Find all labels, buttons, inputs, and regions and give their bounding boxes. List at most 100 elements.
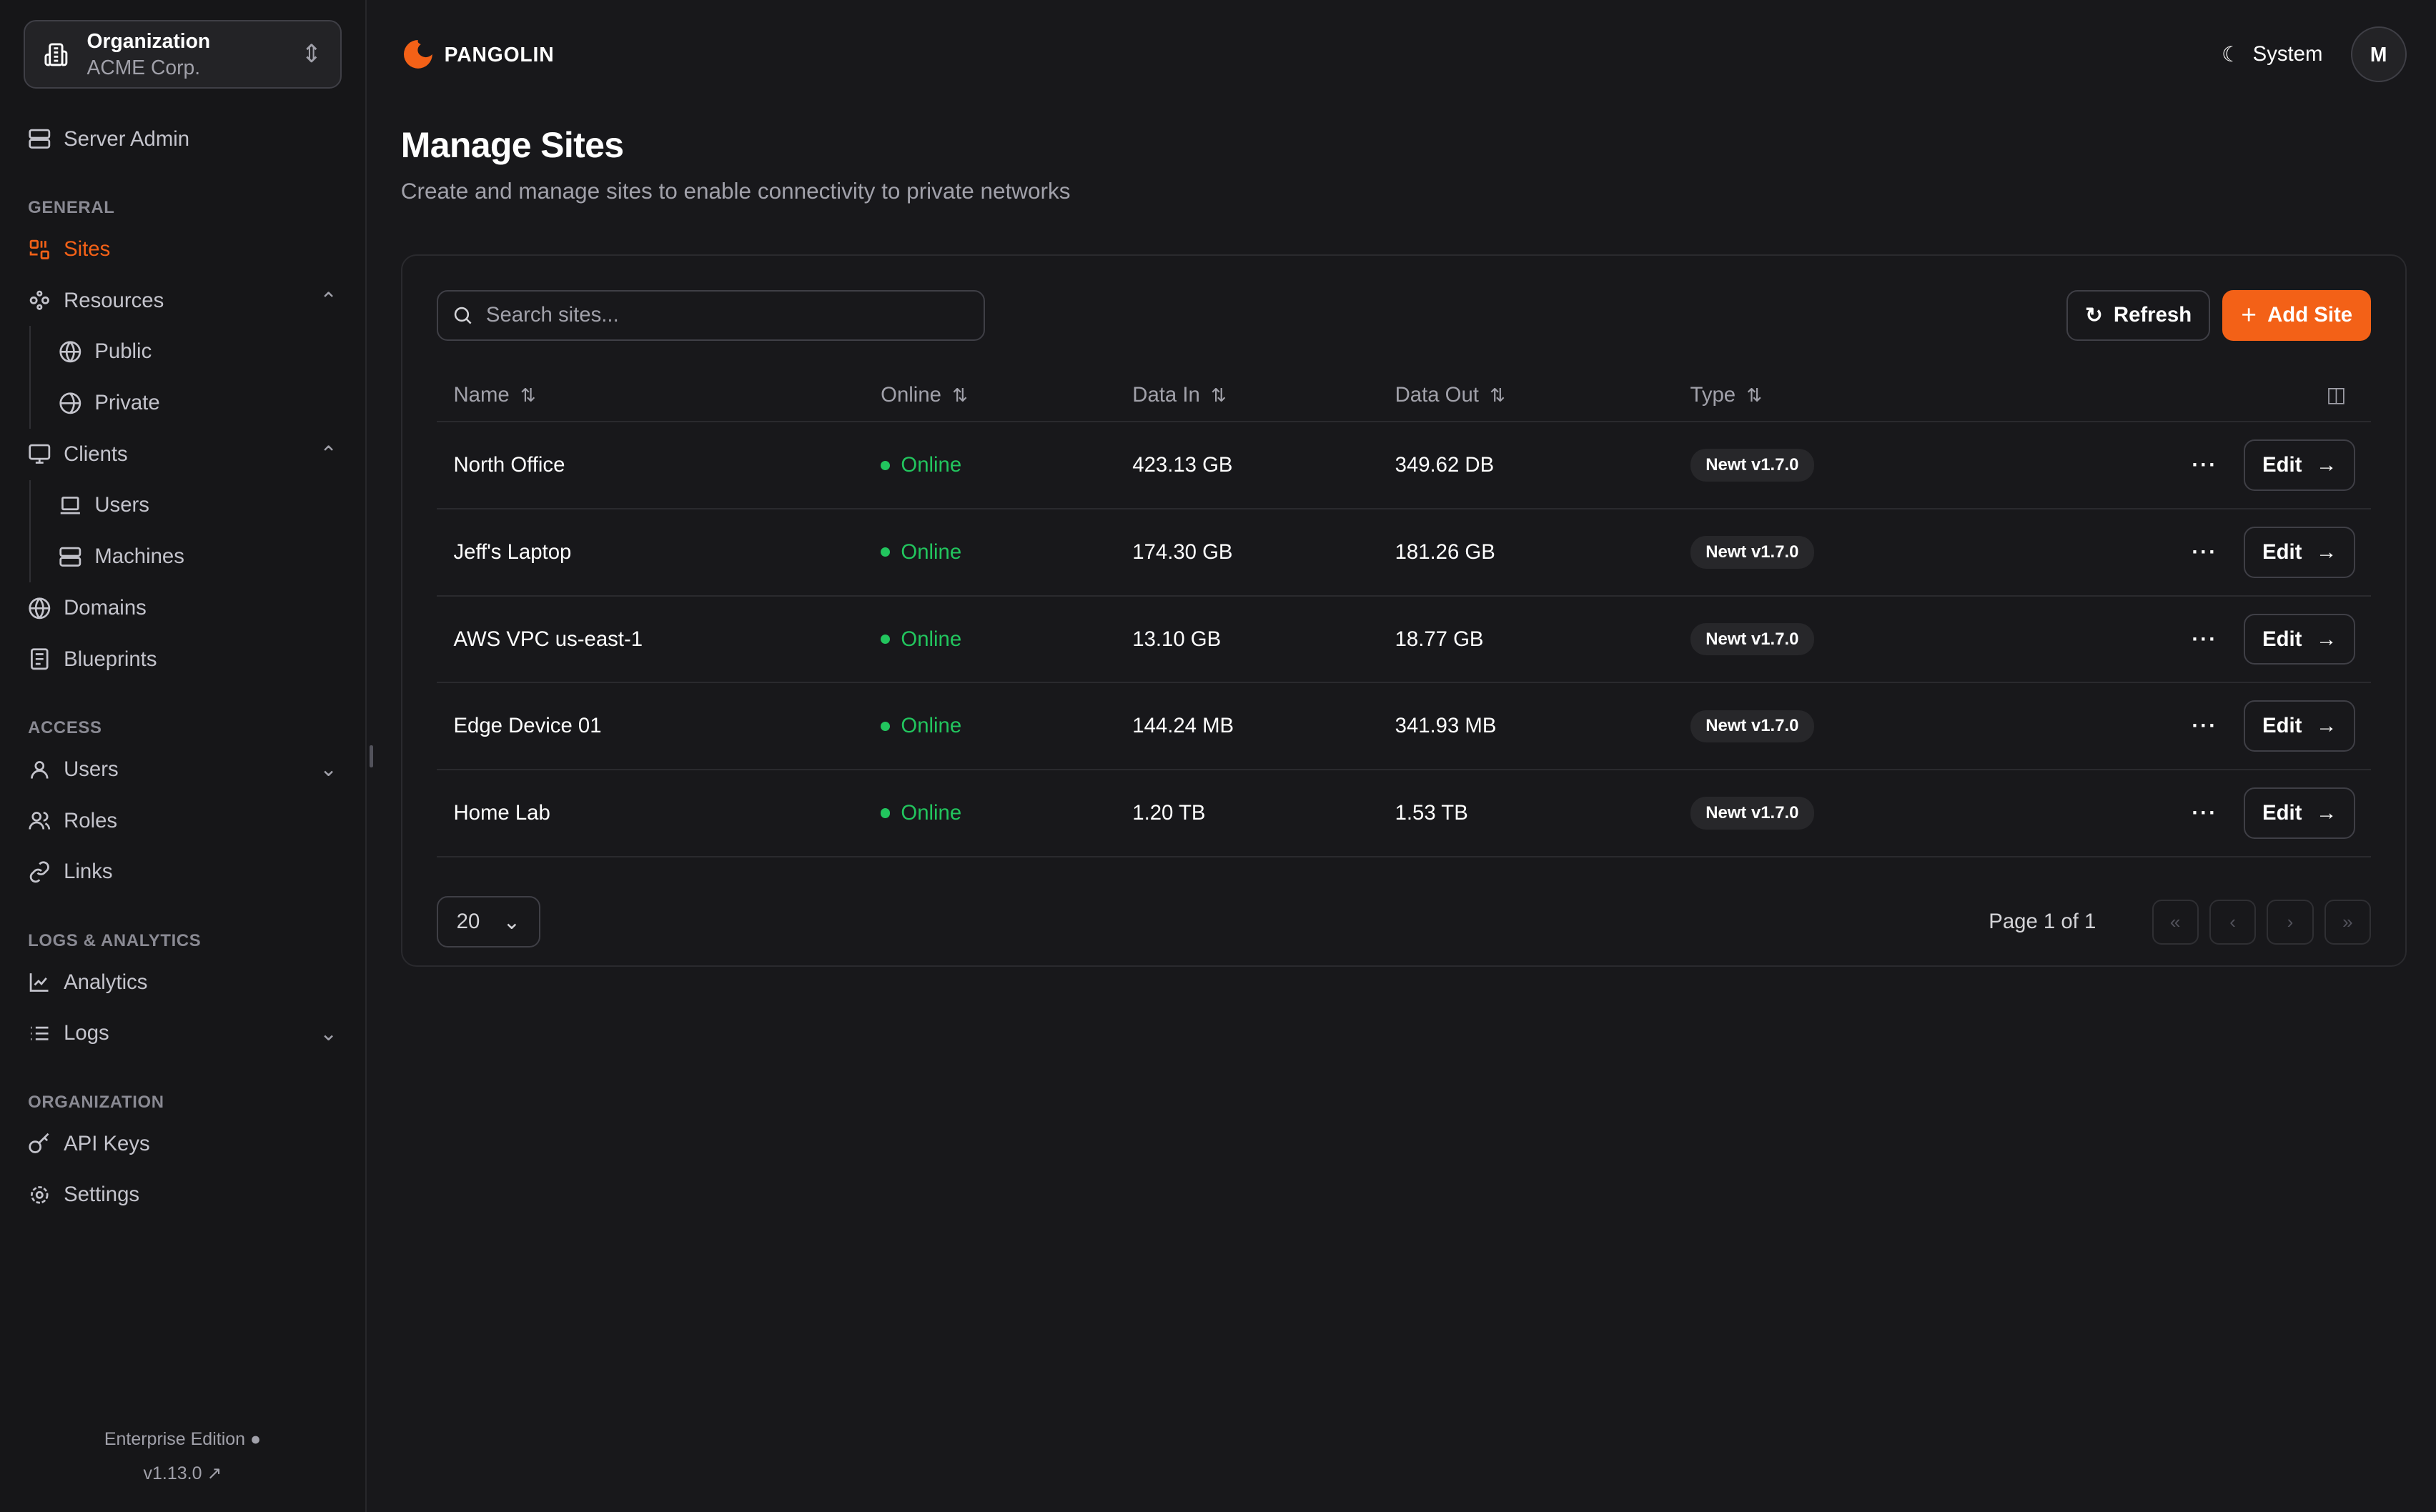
- sidebar-item-links[interactable]: Links: [28, 846, 337, 897]
- label: API Keys: [64, 1131, 150, 1155]
- more-actions-button[interactable]: ···: [2192, 627, 2218, 651]
- org-name: ACME Corp.: [86, 56, 201, 79]
- more-actions-button[interactable]: ···: [2192, 453, 2218, 477]
- column-header-type[interactable]: Type ⇅: [1673, 369, 1966, 423]
- building-icon: [44, 43, 67, 66]
- brand-name: PANGOLIN: [444, 42, 555, 66]
- add-site-button[interactable]: + Add Site: [2222, 289, 2371, 342]
- edit-label: Edit: [2262, 539, 2302, 564]
- sidebar-item-client-users[interactable]: Users: [59, 480, 337, 532]
- type-cell: Newt v1.7.0: [1673, 422, 1966, 510]
- actions-cell: ··· Edit →: [1965, 770, 2371, 857]
- chevrons-up-down-icon: ⇕: [301, 41, 322, 69]
- edit-button[interactable]: Edit →: [2244, 787, 2356, 839]
- more-actions-button[interactable]: ···: [2192, 714, 2218, 738]
- file-text-icon: [31, 648, 49, 670]
- data-out: 341.93 MB: [1377, 682, 1673, 771]
- edit-label: Edit: [2262, 714, 2302, 738]
- page-info: Page 1 of 1: [1989, 910, 2096, 934]
- more-actions-button[interactable]: ···: [2192, 800, 2218, 825]
- sort-icon: ⇅: [1211, 384, 1227, 406]
- type-badge: Newt v1.7.0: [1690, 536, 1815, 569]
- sidebar-item-private[interactable]: Private: [59, 377, 337, 429]
- section-logs: LOGS & ANALYTICS: [28, 930, 202, 950]
- search-input[interactable]: [485, 303, 970, 328]
- column-header-name[interactable]: Name ⇅: [436, 369, 864, 423]
- label: Data Out: [1395, 382, 1479, 407]
- edit-label: Edit: [2262, 627, 2302, 651]
- server-icon: [59, 547, 81, 567]
- sidebar-item-api-keys[interactable]: API Keys: [28, 1118, 337, 1170]
- status-dot: [881, 460, 891, 470]
- sidebar-item-resources[interactable]: Resources ⌃: [28, 275, 337, 327]
- org-switcher[interactable]: Organization ACME Corp. ⇕: [23, 20, 342, 89]
- gear-icon: [31, 1186, 49, 1204]
- next-page-button[interactable]: ›: [2267, 899, 2314, 945]
- table-row: Home Lab Online 1.20 TB 1.53 TB Newt v1.…: [436, 770, 2371, 857]
- column-header-online[interactable]: Online ⇅: [863, 369, 1116, 423]
- first-page-button[interactable]: «: [2152, 899, 2199, 945]
- label: Users: [94, 493, 149, 517]
- refresh-button[interactable]: ↻ Refresh: [2066, 289, 2211, 342]
- column-header-data-in[interactable]: Data In ⇅: [1115, 369, 1378, 423]
- type-cell: Newt v1.7.0: [1673, 509, 1966, 597]
- status-label: Online: [901, 539, 962, 564]
- sidebar-item-analytics[interactable]: Analytics: [28, 957, 337, 1008]
- brand-logo[interactable]: PANGOLIN: [401, 37, 555, 71]
- list-icon: [31, 1026, 49, 1040]
- more-actions-button[interactable]: ···: [2192, 539, 2218, 564]
- chevron-up-icon: ⌃: [320, 442, 337, 467]
- status-online: Online: [881, 714, 1115, 738]
- sidebar-item-settings[interactable]: Settings: [28, 1169, 337, 1220]
- search-field[interactable]: [436, 289, 985, 342]
- chart-line-icon: [29, 973, 49, 993]
- arrow-right-icon: →: [2315, 714, 2337, 738]
- version-link[interactable]: v1.13.0 ↗: [0, 1457, 365, 1491]
- sidebar-item-domains[interactable]: Domains: [28, 582, 337, 634]
- edit-button[interactable]: Edit →: [2244, 613, 2356, 665]
- refresh-icon: ↻: [2085, 303, 2103, 327]
- sidebar-item-roles[interactable]: Roles: [28, 795, 337, 847]
- edit-button[interactable]: Edit →: [2244, 527, 2356, 578]
- column-toggle[interactable]: ◫: [1965, 369, 2371, 423]
- edit-button[interactable]: Edit →: [2244, 439, 2356, 492]
- label: Analytics: [64, 970, 148, 994]
- sidebar-item-clients[interactable]: Clients ⌃: [28, 429, 337, 480]
- type-badge: Newt v1.7.0: [1690, 710, 1815, 742]
- column-header-data-out[interactable]: Data Out ⇅: [1377, 369, 1673, 423]
- data-out: 1.53 TB: [1377, 770, 1673, 857]
- site-name: AWS VPC us-east-1: [436, 595, 864, 684]
- sidebar-item-logs[interactable]: Logs ⌄: [28, 1008, 337, 1059]
- status-online: Online: [881, 801, 1115, 825]
- theme-toggle[interactable]: ☾ System: [2222, 42, 2322, 67]
- edition-link[interactable]: Enterprise Edition ●: [0, 1423, 365, 1457]
- section-access: ACCESS: [28, 718, 102, 738]
- server-icon: [29, 129, 51, 149]
- sidebar-item-public[interactable]: Public: [59, 326, 337, 377]
- prev-page-button[interactable]: ‹: [2209, 899, 2257, 945]
- last-page-button[interactable]: »: [2324, 899, 2371, 945]
- sort-icon: ⇅: [1746, 384, 1763, 406]
- link-icon: [29, 861, 49, 883]
- sites-card: ↻ Refresh + Add Site Name ⇅ Online ⇅ Data In…: [400, 254, 2407, 968]
- label: Users: [64, 757, 119, 781]
- page-size-select[interactable]: 20 ⌄: [436, 896, 541, 948]
- sidebar-item-sites[interactable]: Sites: [28, 224, 337, 275]
- sort-icon: ⇅: [952, 384, 969, 406]
- sidebar-item-blueprints[interactable]: Blueprints: [28, 634, 337, 685]
- refresh-label: Refresh: [2113, 303, 2192, 327]
- sidebar-item-server-admin[interactable]: Server Admin: [28, 114, 337, 165]
- user-icon: [31, 760, 49, 779]
- theme-label: System: [2252, 42, 2323, 66]
- avatar[interactable]: M: [2350, 26, 2407, 83]
- label: Resources: [64, 288, 164, 312]
- pangolin-logo-icon: [403, 40, 432, 69]
- monitor-icon: [29, 444, 51, 464]
- actions-cell: ··· Edit →: [1965, 682, 2371, 771]
- sidebar: Organization ACME Corp. ⇕ Server Admin GE…: [0, 0, 373, 1512]
- sidebar-item-machines[interactable]: Machines: [59, 531, 337, 582]
- sidebar-resize-handle[interactable]: [370, 745, 373, 767]
- sidebar-item-users[interactable]: Users ⌄: [28, 744, 337, 795]
- label: Sites: [64, 237, 111, 261]
- edit-button[interactable]: Edit →: [2244, 700, 2356, 752]
